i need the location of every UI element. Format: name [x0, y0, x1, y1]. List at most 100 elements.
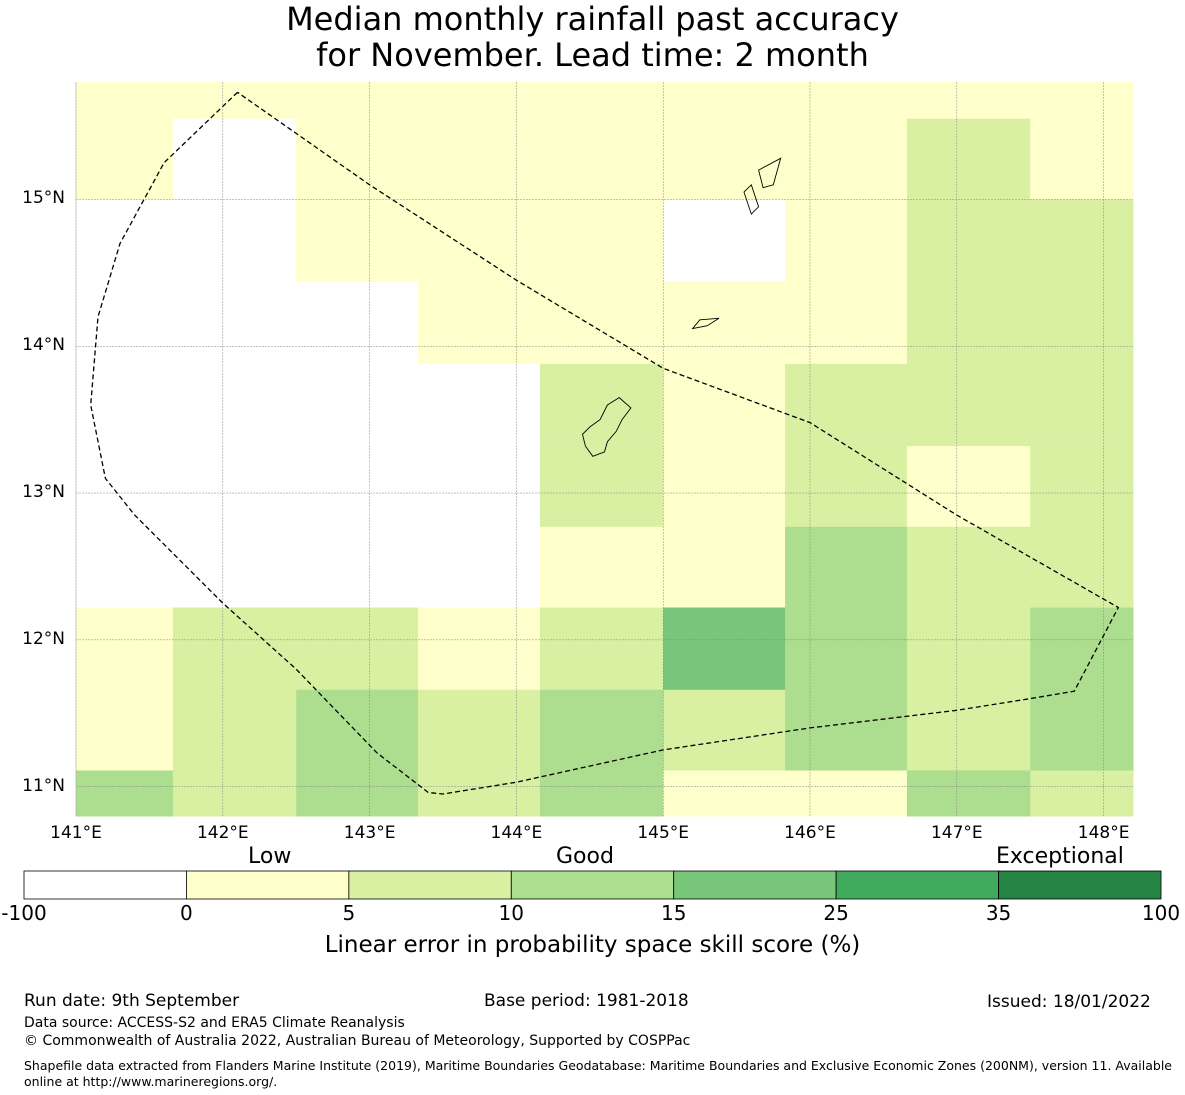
shapefile-credit: Shapefile data extracted from Flanders M… — [24, 1058, 1172, 1089]
grid-cell — [418, 689, 541, 771]
grid-cell — [172, 770, 297, 817]
run-date: Run date: 9th September — [24, 991, 240, 1011]
longitude-tick-label: 141°E — [50, 823, 102, 843]
grid-cell — [785, 363, 908, 447]
grid-cell — [418, 446, 541, 528]
grid-cell — [906, 446, 1031, 528]
grid-cell — [418, 607, 541, 691]
grid-cell — [539, 689, 664, 771]
grid-cell — [906, 82, 1031, 120]
grid-cell — [1030, 199, 1134, 283]
grid-cell — [296, 526, 419, 609]
grid-cell — [785, 689, 908, 771]
grid-cell — [172, 363, 297, 447]
grid-cell — [418, 82, 541, 120]
grid-cell — [906, 281, 1031, 365]
grid-cell — [296, 281, 419, 365]
colorbar-tick-label: 35 — [985, 901, 1012, 925]
grid-cell — [1030, 118, 1134, 200]
chart-title-line1: Median monthly rainfall past accuracy — [286, 0, 899, 38]
island-outline — [743, 183, 760, 215]
longitude-tick-label: 143°E — [343, 823, 396, 843]
grid-cell — [296, 363, 419, 447]
grid-cell — [76, 446, 174, 528]
grid-cell — [785, 281, 908, 365]
grid-cell — [76, 199, 174, 283]
grid-cell — [906, 689, 1031, 771]
grid-cell — [418, 770, 541, 817]
data-source: Data source: ACCESS-S2 and ERA5 Climate … — [24, 1015, 405, 1031]
grid-cell — [785, 199, 908, 283]
colorbar-tick-label: 10 — [498, 901, 524, 925]
grid-cell — [785, 446, 908, 528]
colorbar-tick-label: 100 — [1141, 901, 1181, 925]
colorbar-segment — [510, 870, 675, 900]
island-outline — [582, 397, 632, 457]
grid-cell — [172, 199, 297, 283]
grid-cell — [1030, 363, 1134, 447]
grid-cell — [172, 281, 297, 365]
colorbar-segment — [23, 870, 187, 900]
latitude-tick-label: 12°N — [22, 628, 65, 649]
grid-cell — [539, 82, 664, 120]
grid-cell — [1030, 446, 1134, 528]
grid-cell — [296, 770, 419, 817]
grid-cell — [172, 118, 297, 200]
grid-cell — [76, 118, 174, 200]
grid-cell — [663, 82, 786, 120]
grid-cell — [76, 770, 174, 817]
grid-cell — [172, 82, 297, 120]
base-period: Base period: 1981-2018 — [484, 991, 689, 1011]
grid-cell — [785, 118, 908, 200]
grid-cell — [663, 281, 786, 365]
colorbar-tick-label: 0 — [180, 901, 193, 925]
latitude-tick-label: 15°N — [22, 188, 65, 209]
grid-cell — [663, 118, 786, 200]
grid-cell — [906, 118, 1031, 200]
colorbar-label: Linear error in probability space skill … — [324, 932, 861, 958]
grid-cell — [539, 607, 664, 691]
longitude-tick-label: 144°E — [490, 823, 543, 843]
colorbar-tick-label: 15 — [660, 901, 687, 925]
grid-cell — [539, 199, 664, 283]
grid-cell — [539, 118, 664, 200]
grid-cell — [296, 607, 419, 691]
grid-cell — [785, 607, 908, 691]
copyright: © Commonwealth of Australia 2022, Austra… — [24, 1033, 691, 1049]
grid-cell — [539, 526, 664, 609]
island-outline — [758, 157, 782, 189]
grid-cell — [663, 607, 786, 691]
grid-cell — [172, 607, 297, 691]
issued-date: Issued: 18/01/2022 — [987, 992, 1151, 1012]
grid-cell — [296, 446, 419, 528]
colorbar-segment — [835, 870, 999, 900]
grid-cell — [906, 526, 1031, 609]
grid-cell — [906, 363, 1031, 447]
island-outlines — [582, 157, 782, 457]
colorbar-tick-label: 5 — [342, 901, 356, 925]
grid-cell — [76, 689, 174, 771]
longitude-tick-label: 145°E — [637, 823, 690, 843]
grid-cell — [172, 446, 297, 528]
grid-cell — [1030, 689, 1134, 771]
grid-cell — [539, 281, 664, 365]
grid-cell — [296, 82, 419, 120]
grid-cell — [539, 446, 664, 528]
grid-cell — [663, 363, 786, 447]
colorbar-segment — [348, 870, 512, 900]
colorbar-segment — [673, 870, 837, 900]
grid-cell — [539, 363, 664, 447]
map-gridlines — [75, 82, 1133, 816]
grid-cell — [539, 770, 664, 817]
grid-cell — [418, 199, 541, 283]
grid-cell — [663, 689, 786, 771]
grid-cell — [906, 607, 1031, 691]
grid-cell — [785, 526, 908, 609]
grid-cell — [172, 526, 297, 609]
grid-cell — [76, 607, 174, 691]
grid-cell — [663, 770, 786, 817]
grid-cell — [76, 526, 174, 609]
latitude-tick-label: 11°N — [22, 775, 65, 796]
grid-cell — [906, 199, 1031, 283]
grid-cell — [418, 526, 541, 609]
